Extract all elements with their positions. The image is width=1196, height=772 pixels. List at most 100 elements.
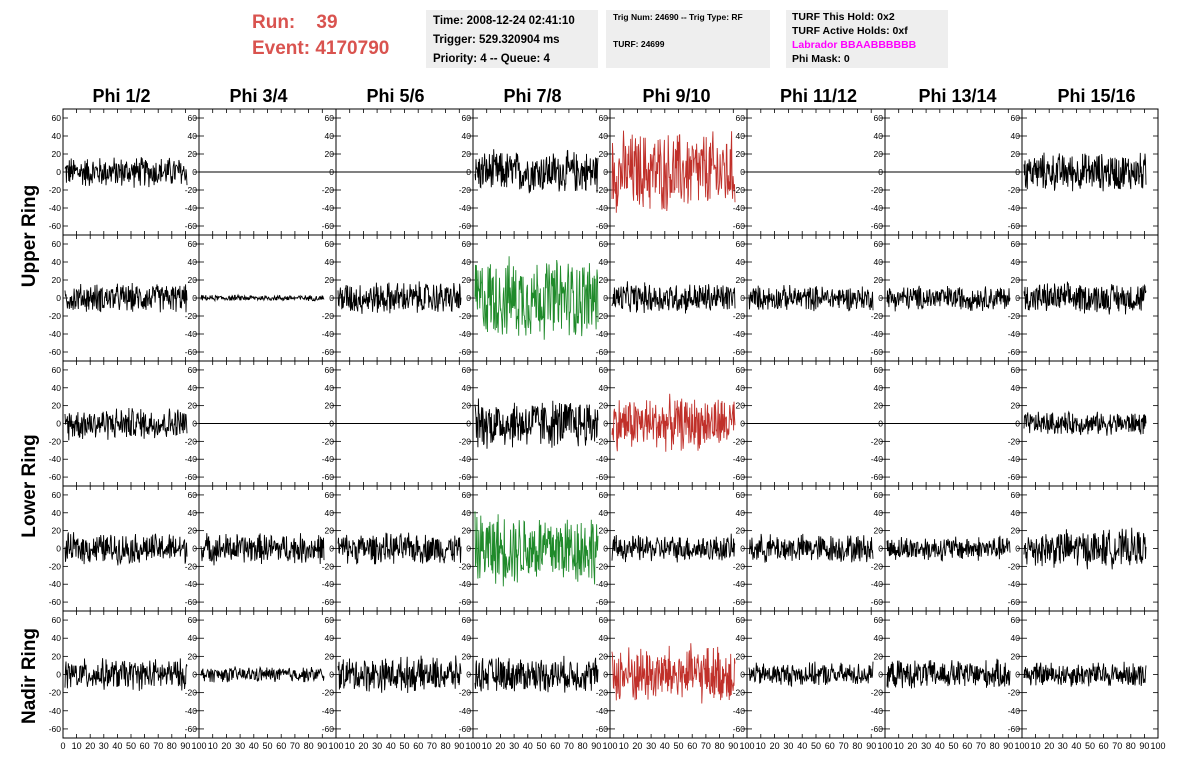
y-tick-label: 20 <box>874 275 884 285</box>
y-tick-label: -20 <box>322 311 335 321</box>
y-tick-label: 60 <box>325 365 335 375</box>
waveform-trace <box>200 533 325 566</box>
x-tick-label: 40 <box>386 741 396 751</box>
y-tick-label: -40 <box>871 203 884 213</box>
x-tick-label: 50 <box>1085 741 1095 751</box>
y-tick-label: 0 <box>56 293 61 303</box>
y-tick-label: 60 <box>599 490 609 500</box>
panel-r4-c4: -60 -40 -20 0 20 40 60 <box>596 610 748 739</box>
panel-r4-c1: -60 -40 -20 0 20 40 60 <box>185 610 337 739</box>
panel-r0-c1: -60 -40 -20 0 20 40 60 <box>185 108 337 236</box>
waveform-trace <box>1023 410 1147 436</box>
trig-text: Trig Num: 24690 -- Trig Type: RF <box>613 12 743 22</box>
y-tick-label: 0 <box>603 167 608 177</box>
x-tick-label: 10 <box>345 741 355 751</box>
y-tick-label: 0 <box>192 670 197 680</box>
turf-hold-text: TURF This Hold: 0x2 <box>792 11 895 23</box>
column-header-phi-9-10: Phi 9/10 <box>642 86 711 106</box>
y-tick-label: 60 <box>462 239 472 249</box>
y-tick-label: 60 <box>874 365 884 375</box>
trigger-text: Trigger: 529.320904 ms <box>433 34 560 46</box>
y-tick-label: 20 <box>599 651 609 661</box>
y-tick-label: 20 <box>1011 401 1021 411</box>
y-tick-label: 0 <box>878 544 883 554</box>
y-tick-label: 20 <box>462 401 472 411</box>
x-tick-label: 100 <box>1014 741 1029 751</box>
y-tick-label: 0 <box>740 293 745 303</box>
column-header-phi-15-16: Phi 15/16 <box>1057 86 1136 106</box>
x-tick-label: 60 <box>687 741 697 751</box>
y-tick-label: 40 <box>736 508 746 518</box>
y-tick-label: 60 <box>1011 490 1021 500</box>
waveform-trace <box>474 149 599 194</box>
y-tick-label: 60 <box>462 615 472 625</box>
panel-r0-c0: -60 -40 -20 0 20 40 60 <box>49 108 200 236</box>
panel-r3-c3: -60 -40 -20 0 20 40 60 <box>459 485 611 612</box>
y-tick-label: 20 <box>874 149 884 159</box>
y-tick-label: -60 <box>459 347 472 357</box>
panel-r4-c7: -60 -40 -20 0 20 40 60 <box>1008 610 1159 739</box>
y-tick-label: 40 <box>1011 257 1021 267</box>
x-tick-label: 20 <box>85 741 95 751</box>
y-tick-label: -60 <box>49 724 62 734</box>
column-header-phi-7-8: Phi 7/8 <box>503 86 562 106</box>
y-tick-label: 60 <box>599 239 609 249</box>
x-tick-label: 30 <box>921 741 931 751</box>
trig-info-box: Trig Num: 24690 -- Trig Type: RF TURF: 2… <box>606 10 770 68</box>
y-tick-label: -60 <box>49 597 62 607</box>
y-tick-label: 40 <box>599 633 609 643</box>
y-tick-label: 20 <box>736 149 746 159</box>
panel-r0-c6: -60 -40 -20 0 20 40 60 <box>871 108 1023 236</box>
y-tick-label: -40 <box>49 203 62 213</box>
y-tick-label: 60 <box>188 490 198 500</box>
x-tick-label: 50 <box>948 741 958 751</box>
y-tick-label: -20 <box>1008 311 1021 321</box>
y-tick-label: -20 <box>322 436 335 446</box>
y-tick-label: 20 <box>736 651 746 661</box>
y-tick-label: -40 <box>459 454 472 464</box>
y-tick-label: -20 <box>459 561 472 571</box>
y-tick-label: 0 <box>329 293 334 303</box>
y-tick-label: -60 <box>185 597 198 607</box>
y-tick-label: -40 <box>596 454 609 464</box>
y-tick-label: -40 <box>322 579 335 589</box>
waveform-trace <box>474 655 599 693</box>
y-tick-label: 0 <box>329 167 334 177</box>
y-tick-label: 0 <box>56 167 61 177</box>
x-tick-label: 80 <box>304 741 314 751</box>
y-tick-label: 0 <box>878 293 883 303</box>
y-tick-label: -40 <box>322 454 335 464</box>
x-tick-label: 50 <box>126 741 136 751</box>
y-tick-label: -60 <box>185 472 198 482</box>
y-tick-label: 20 <box>599 275 609 285</box>
x-tick-label: 80 <box>167 741 177 751</box>
x-tick-label: 30 <box>509 741 519 751</box>
y-tick-label: 40 <box>1011 508 1021 518</box>
y-tick-label: 60 <box>599 113 609 123</box>
y-tick-label: 20 <box>52 401 62 411</box>
y-tick-label: -60 <box>322 597 335 607</box>
panel-r2-c1: -60 -40 -20 0 20 40 60 <box>185 360 337 487</box>
y-tick-label: 20 <box>1011 149 1021 159</box>
y-tick-label: -20 <box>49 185 62 195</box>
y-tick-label: 40 <box>325 383 335 393</box>
time-info-box: Time: 2008-12-24 02:41:10 Trigger: 529.3… <box>426 10 598 68</box>
y-tick-label: 20 <box>188 526 198 536</box>
y-tick-label: 40 <box>599 383 609 393</box>
y-tick-label: 60 <box>325 239 335 249</box>
x-tick-label: 60 <box>1099 741 1109 751</box>
y-tick-label: 40 <box>874 633 884 643</box>
y-tick-label: -20 <box>596 688 609 698</box>
y-tick-label: 40 <box>874 257 884 267</box>
x-tick-label: 90 <box>454 741 464 751</box>
x-tick-label: 90 <box>1003 741 1013 751</box>
x-tick-label: 70 <box>427 741 437 751</box>
x-tick-label: 20 <box>1044 741 1054 751</box>
x-tick-label: 10 <box>72 741 82 751</box>
y-tick-label: 20 <box>599 401 609 411</box>
y-tick-label: 40 <box>188 633 198 643</box>
x-tick-label: 60 <box>276 741 286 751</box>
y-tick-label: -60 <box>49 472 62 482</box>
y-tick-label: -40 <box>596 203 609 213</box>
